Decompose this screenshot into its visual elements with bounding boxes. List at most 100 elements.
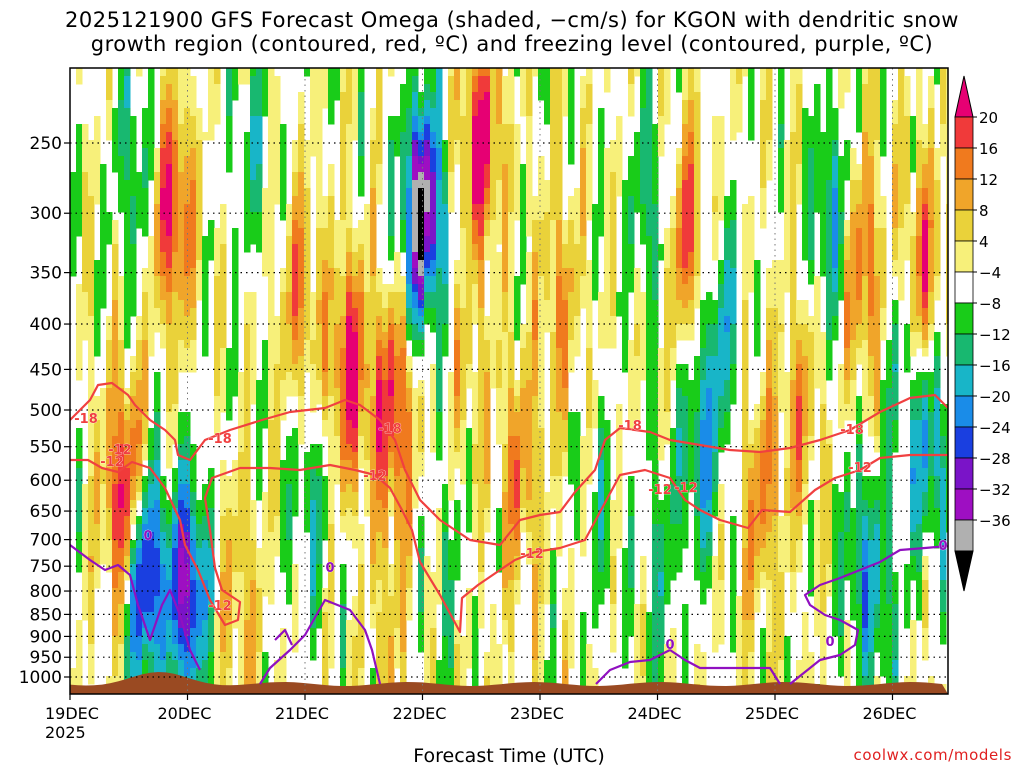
omega-cell — [358, 564, 365, 573]
omega-cell — [508, 524, 515, 533]
omega-cell — [502, 292, 509, 301]
omega-cell — [262, 340, 269, 349]
omega-cell — [514, 580, 521, 589]
omega-cell — [124, 660, 131, 669]
omega-cell — [526, 300, 533, 309]
omega-cell — [394, 660, 401, 669]
omega-cell — [358, 460, 365, 469]
omega-cell — [514, 196, 521, 205]
omega-cell — [244, 228, 251, 237]
omega-cell — [190, 284, 197, 293]
omega-cell — [172, 388, 179, 397]
omega-cell — [358, 380, 365, 389]
omega-cell — [424, 92, 431, 101]
omega-cell — [244, 164, 251, 173]
omega-cell — [388, 436, 395, 445]
omega-cell — [502, 76, 509, 85]
omega-cell — [82, 516, 89, 525]
omega-cell — [136, 516, 143, 525]
omega-cell — [526, 516, 533, 525]
omega-cell — [196, 188, 203, 197]
omega-cell — [256, 164, 263, 173]
omega-cell — [148, 628, 155, 637]
omega-cell — [298, 332, 305, 341]
omega-cell — [472, 396, 479, 405]
omega-cell — [274, 316, 281, 325]
omega-cell — [160, 244, 167, 253]
omega-cell — [430, 420, 437, 429]
omega-cell — [316, 172, 323, 181]
omega-cell — [556, 436, 563, 445]
omega-cell — [472, 76, 479, 85]
omega-cell — [532, 604, 539, 613]
omega-cell — [178, 588, 185, 597]
omega-cell — [100, 236, 107, 245]
omega-cell — [94, 332, 101, 341]
omega-cell — [148, 468, 155, 477]
omega-cell — [484, 660, 491, 669]
omega-cell — [376, 540, 383, 549]
omega-cell — [502, 588, 509, 597]
omega-cell — [130, 364, 137, 373]
omega-cell — [316, 228, 323, 237]
omega-cell — [478, 324, 485, 333]
omega-cell — [208, 516, 215, 525]
omega-cell — [580, 84, 587, 93]
omega-cell — [382, 284, 389, 293]
omega-cell — [118, 636, 125, 645]
omega-cell — [160, 132, 167, 141]
omega-cell — [298, 308, 305, 317]
omega-cell — [376, 108, 383, 117]
omega-cell — [334, 268, 341, 277]
omega-cell — [160, 140, 167, 149]
omega-cell — [142, 108, 149, 117]
omega-cell — [166, 348, 173, 357]
omega-cell — [442, 612, 449, 621]
omega-cell — [550, 572, 557, 581]
omega-cell — [76, 300, 83, 309]
omega-cell — [508, 340, 515, 349]
omega-cell — [310, 508, 317, 517]
omega-cell — [352, 108, 359, 117]
omega-cell — [454, 500, 461, 509]
omega-cell — [490, 300, 497, 309]
omega-cell — [556, 172, 563, 181]
omega-cell — [118, 188, 125, 197]
omega-cell — [478, 500, 485, 509]
omega-cell — [154, 188, 161, 197]
omega-cell — [322, 84, 329, 93]
omega-cell — [430, 300, 437, 309]
omega-cell — [526, 444, 533, 453]
omega-cell — [148, 140, 155, 149]
omega-cell — [340, 100, 347, 109]
omega-cell — [526, 476, 533, 485]
omega-cell — [514, 444, 521, 453]
omega-cell — [286, 252, 293, 261]
omega-cell — [406, 524, 413, 533]
omega-cell — [118, 436, 125, 445]
omega-cell — [406, 580, 413, 589]
omega-cell — [388, 324, 395, 333]
omega-cell — [418, 468, 425, 477]
omega-cell — [172, 532, 179, 541]
omega-cell — [586, 76, 593, 85]
omega-cell — [250, 188, 257, 197]
omega-cell — [418, 516, 425, 525]
omega-cell — [298, 252, 305, 261]
omega-cell — [100, 548, 107, 557]
omega-cell — [376, 196, 383, 205]
omega-cell — [268, 260, 275, 269]
omega-cell — [418, 100, 425, 109]
omega-cell — [292, 388, 299, 397]
omega-cell — [340, 204, 347, 213]
omega-cell — [208, 668, 215, 677]
omega-cell — [184, 436, 191, 445]
omega-cell — [130, 140, 137, 149]
omega-cell — [310, 492, 317, 501]
omega-cell — [358, 132, 365, 141]
omega-cell — [238, 612, 245, 621]
omega-cell — [322, 644, 329, 653]
omega-cell — [178, 532, 185, 541]
omega-cell — [148, 100, 155, 109]
omega-cell — [496, 196, 503, 205]
